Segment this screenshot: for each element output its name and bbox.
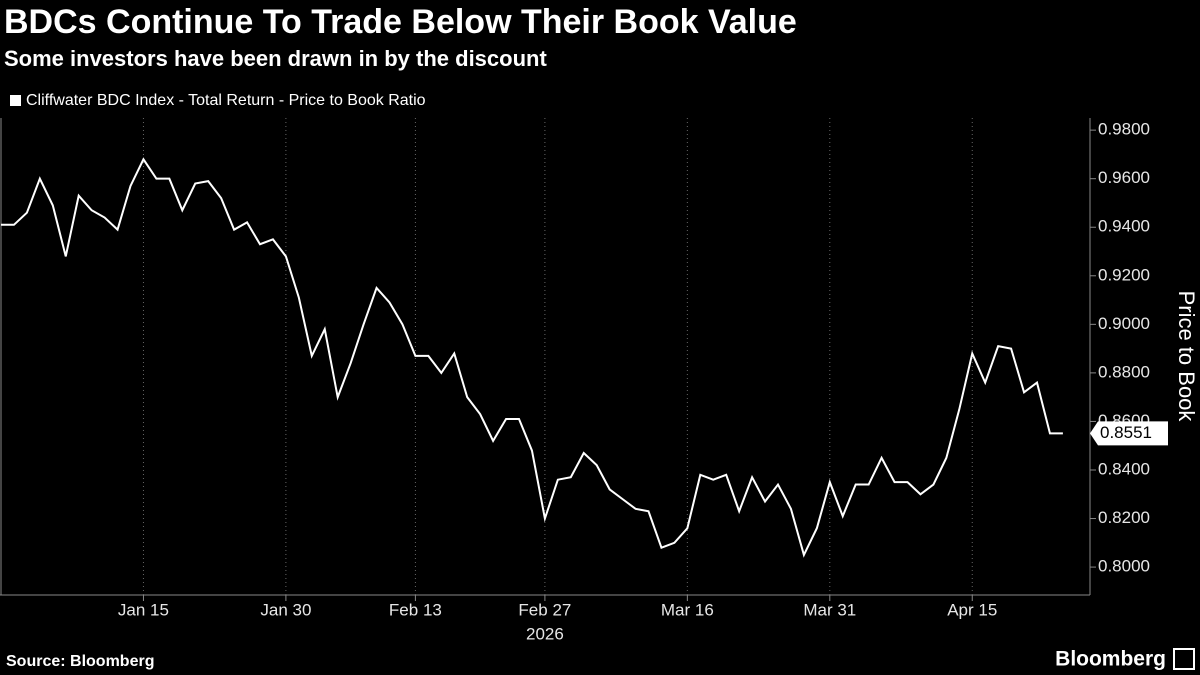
x-year-label: 2026: [526, 624, 564, 643]
y-tick-label: 0.8000: [1098, 557, 1150, 576]
chart-subtitle: Some investors have been drawn in by the…: [4, 46, 547, 71]
legend-swatch: [10, 95, 21, 106]
y-tick-label: 0.9000: [1098, 314, 1150, 333]
y-tick-label: 0.8200: [1098, 508, 1150, 527]
line-series: [1, 157, 1063, 558]
x-tick-label: Feb 27: [518, 600, 571, 619]
x-tick-label: Mar 16: [661, 600, 714, 619]
source: Source: Bloomberg: [6, 653, 154, 670]
last-value-label: 0.8551: [1100, 423, 1152, 442]
x-tick-label: Jan 30: [260, 600, 311, 619]
y-tick-label: 0.8800: [1098, 362, 1150, 381]
y-tick-label: 0.9200: [1098, 265, 1150, 284]
x-tick-label: Mar 31: [803, 600, 856, 619]
y-tick-label: 0.9800: [1098, 120, 1150, 139]
y-tick-label: 0.9400: [1098, 217, 1150, 236]
last-value-box: [1090, 421, 1168, 446]
brand-icon: [1173, 648, 1195, 670]
y-axis-label: Price to Book: [1174, 291, 1199, 423]
legend-label: Cliffwater BDC Index - Total Return - Pr…: [26, 92, 426, 109]
y-tick-label: 0.8400: [1098, 459, 1150, 478]
y-tick-label: 0.9600: [1098, 168, 1150, 187]
chart-title: BDCs Continue To Trade Below Their Book …: [4, 3, 797, 41]
brand: Bloomberg: [1055, 648, 1166, 671]
x-tick-label: Apr 15: [947, 600, 997, 619]
x-tick-label: Jan 15: [118, 600, 169, 619]
x-tick-label: Feb 13: [389, 600, 442, 619]
